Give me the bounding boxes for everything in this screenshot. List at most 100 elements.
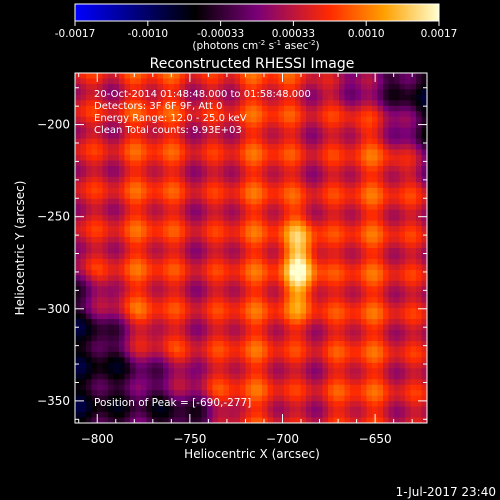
heatmap-cell [91, 83, 98, 90]
heatmap-cell [289, 319, 296, 325]
heatmap-cell [405, 122, 411, 129]
heatmap-cell [141, 198, 147, 205]
heatmap-cell [157, 193, 164, 200]
heatmap-cell [317, 133, 323, 140]
heatmap-cell [366, 373, 373, 380]
heatmap-cell [240, 264, 246, 271]
heatmap-cell [416, 335, 422, 342]
heatmap-cell [339, 209, 345, 216]
heatmap-cell [201, 111, 208, 118]
heatmap-cell [240, 94, 246, 101]
heatmap-cell [119, 171, 125, 178]
heatmap-cell [130, 83, 136, 90]
heatmap-cell [108, 89, 114, 96]
heatmap-cell [339, 280, 345, 287]
heatmap-cell [405, 198, 411, 205]
heatmap-cell [190, 220, 197, 227]
heatmap-cell [179, 346, 186, 353]
heatmap-cell [124, 149, 131, 156]
heatmap-cell [350, 357, 356, 364]
heatmap-cell [284, 127, 290, 134]
heatmap-cell [339, 122, 345, 129]
heatmap-cell [278, 215, 285, 222]
heatmap-cell [179, 215, 186, 222]
heatmap-cell [311, 122, 318, 129]
heatmap-cell [141, 368, 147, 375]
heatmap-cell [196, 269, 202, 276]
heatmap-cell [278, 111, 285, 118]
heatmap-cell [185, 390, 191, 397]
heatmap-cell [234, 94, 241, 101]
heatmap-cell [141, 275, 147, 282]
heatmap-cell [91, 176, 98, 183]
heatmap-cell [273, 330, 279, 336]
heatmap-cell [185, 346, 191, 353]
heatmap-cell [113, 330, 120, 336]
heatmap-cell [256, 302, 263, 309]
heatmap-cell [300, 313, 307, 320]
heatmap-cell [383, 198, 389, 205]
heatmap-cell [322, 122, 329, 129]
heatmap-cell [350, 73, 356, 79]
heatmap-cell [102, 313, 109, 320]
heatmap-cell [344, 248, 351, 254]
heatmap-cell [113, 198, 120, 205]
heatmap-cell [256, 176, 263, 183]
heatmap-cell [300, 100, 307, 107]
heatmap-cell [399, 395, 406, 402]
heatmap-cell [234, 133, 241, 140]
heatmap-cell [267, 160, 274, 167]
heatmap-cell [218, 89, 224, 96]
heatmap-cell [86, 89, 92, 96]
heatmap-cell [317, 116, 323, 123]
heatmap-cell [75, 390, 81, 397]
heatmap-cell [223, 379, 230, 386]
heatmap-cell [416, 89, 422, 96]
heatmap-cell [262, 275, 268, 282]
heatmap-cell [86, 280, 92, 287]
heatmap-cell [361, 346, 367, 353]
heatmap-cell [212, 269, 219, 276]
heatmap-cell [124, 78, 131, 85]
heatmap-cell [157, 83, 164, 90]
heatmap-cell [179, 220, 186, 227]
heatmap-cell [421, 286, 427, 293]
heatmap-cell [317, 324, 323, 331]
heatmap-cell [119, 204, 125, 211]
heatmap-cell [190, 149, 197, 156]
heatmap-cell [91, 286, 98, 293]
heatmap-cell [306, 308, 312, 315]
heatmap-cell [146, 368, 153, 375]
heatmap-cell [201, 286, 208, 293]
heatmap-cell [421, 313, 427, 320]
heatmap-cell [377, 100, 384, 107]
heatmap-cell [372, 362, 378, 369]
heatmap-cell [185, 105, 191, 112]
heatmap-cell [416, 78, 422, 85]
heatmap-cell [388, 215, 395, 222]
heatmap-cell [174, 78, 180, 85]
heatmap-cell [218, 324, 224, 331]
heatmap-cell [394, 269, 400, 276]
heatmap-cell [306, 165, 312, 172]
heatmap-cell [157, 127, 164, 134]
heatmap-cell [91, 111, 98, 118]
heatmap-cell [284, 187, 290, 194]
heatmap-cell [399, 94, 406, 101]
heatmap-cell [119, 368, 125, 375]
heatmap-cell [306, 215, 312, 222]
heatmap-cell [377, 231, 384, 238]
heatmap-cell [344, 242, 351, 249]
heatmap-cell [322, 94, 329, 101]
heatmap-cell [108, 94, 114, 101]
heatmap-cell [80, 100, 87, 107]
x-tick-label: −800 [81, 432, 114, 446]
heatmap-cell [168, 83, 175, 90]
heatmap-cell [185, 144, 191, 150]
heatmap-cell [311, 133, 318, 140]
heatmap-cell [113, 395, 120, 402]
heatmap-cell [240, 204, 246, 211]
heatmap-cell [410, 346, 417, 353]
heatmap-cell [245, 357, 252, 364]
heatmap-cell [284, 258, 290, 265]
